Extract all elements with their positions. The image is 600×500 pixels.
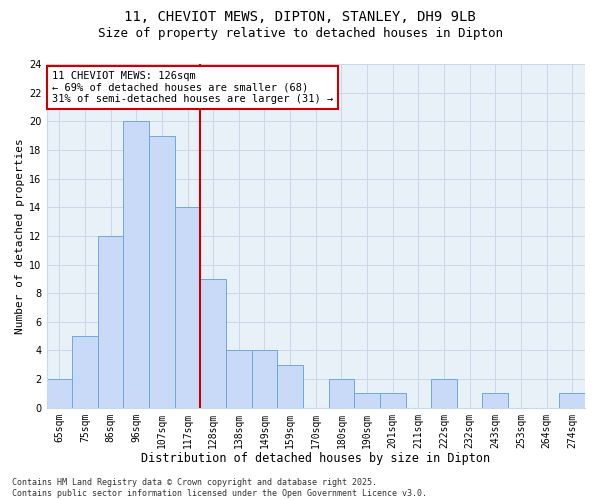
Bar bbox=[559, 394, 585, 407]
Y-axis label: Number of detached properties: Number of detached properties bbox=[15, 138, 25, 334]
Bar bbox=[149, 136, 175, 407]
Bar bbox=[200, 279, 226, 407]
Bar bbox=[124, 122, 149, 408]
Bar bbox=[354, 394, 380, 407]
Text: 11, CHEVIOT MEWS, DIPTON, STANLEY, DH9 9LB: 11, CHEVIOT MEWS, DIPTON, STANLEY, DH9 9… bbox=[124, 10, 476, 24]
Bar bbox=[482, 394, 508, 407]
Bar bbox=[175, 207, 200, 408]
Text: Size of property relative to detached houses in Dipton: Size of property relative to detached ho… bbox=[97, 28, 503, 40]
Bar bbox=[226, 350, 251, 408]
Text: 11 CHEVIOT MEWS: 126sqm
← 69% of detached houses are smaller (68)
31% of semi-de: 11 CHEVIOT MEWS: 126sqm ← 69% of detache… bbox=[52, 71, 333, 104]
Bar bbox=[251, 350, 277, 408]
Bar bbox=[47, 379, 72, 408]
Bar bbox=[329, 379, 354, 408]
Bar bbox=[98, 236, 124, 408]
Bar bbox=[431, 379, 457, 408]
Bar bbox=[277, 365, 303, 408]
Text: Contains HM Land Registry data © Crown copyright and database right 2025.
Contai: Contains HM Land Registry data © Crown c… bbox=[12, 478, 427, 498]
X-axis label: Distribution of detached houses by size in Dipton: Distribution of detached houses by size … bbox=[141, 452, 490, 465]
Bar bbox=[72, 336, 98, 407]
Bar bbox=[380, 394, 406, 407]
